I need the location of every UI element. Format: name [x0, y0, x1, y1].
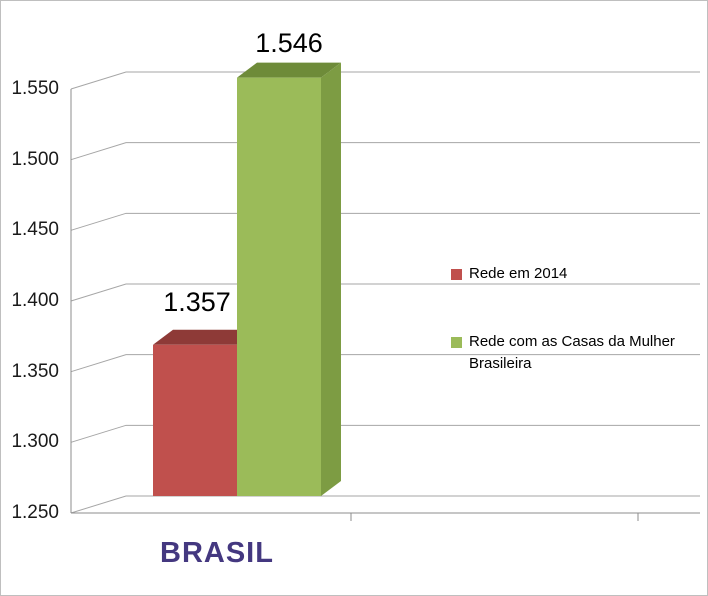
legend-item: Rede com as Casas da Mulher Brasileira	[451, 331, 686, 375]
legend-label: Rede com as Casas da Mulher Brasileira	[469, 333, 675, 372]
bar-top-face	[237, 62, 341, 78]
legend: Rede em 2014 Rede com as Casas da Mulher…	[451, 263, 686, 375]
gridline	[70, 424, 700, 443]
gridline	[70, 212, 700, 231]
gridline	[70, 495, 700, 514]
y-axis-tick-label: 1.550	[11, 78, 59, 99]
bar-front-face	[153, 344, 237, 496]
legend-swatch-red	[451, 269, 462, 280]
legend-label: Rede em 2014	[469, 265, 568, 282]
y-axis-tick-label: 1.300	[11, 431, 59, 453]
gridline	[70, 142, 700, 161]
legend-item: Rede em 2014	[451, 263, 686, 285]
gridline	[70, 71, 700, 90]
category-label-brasil: BRASIL	[160, 537, 274, 569]
bar-side-face	[321, 62, 341, 497]
y-axis-tick-label: 1.250	[11, 502, 59, 523]
y-axis-tick-label: 1.350	[11, 360, 59, 382]
legend-swatch-green	[451, 337, 462, 348]
bar-front-face	[237, 77, 321, 497]
y-axis-tick-label: 1.400	[11, 290, 59, 311]
data-label-casas-da-mulher: 1.546	[255, 28, 323, 58]
y-axis-tick-label: 1.500	[11, 148, 59, 170]
bar-top-face	[153, 329, 257, 345]
gridline	[70, 354, 700, 373]
y-axis-tick-label: 1.450	[11, 219, 59, 241]
gridline	[70, 283, 700, 302]
data-label-rede-em-2014: 1.357	[163, 287, 231, 317]
